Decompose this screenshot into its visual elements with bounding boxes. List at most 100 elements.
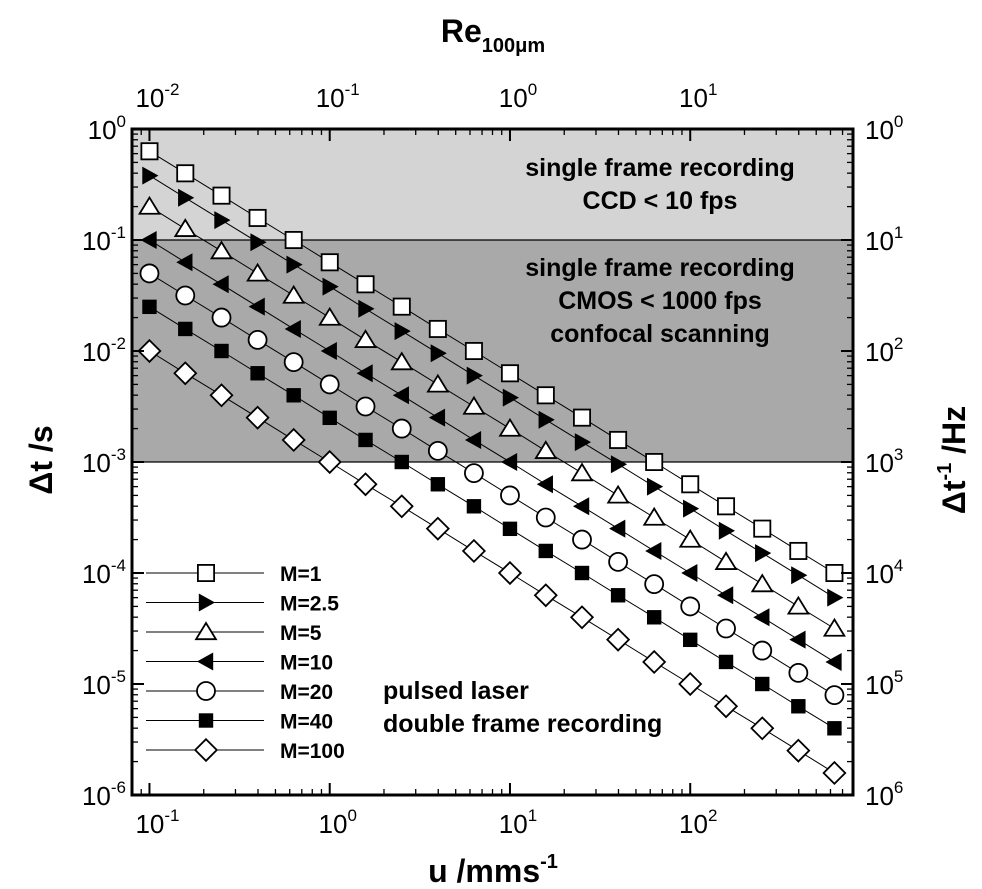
data-point [536, 386, 555, 405]
data-point [538, 410, 555, 429]
region-label-line: CCD < 10 fps [583, 187, 738, 215]
right-tick-label-exponent: 3 [894, 445, 903, 464]
data-point [610, 455, 628, 474]
y-tick-label: 10-6 [82, 778, 126, 811]
data-point [462, 395, 486, 415]
data-point [428, 319, 447, 338]
legend-entry: M=10 [146, 652, 333, 675]
data-point [683, 632, 698, 648]
data-point [461, 538, 486, 564]
x-tick-label-base: 10 [319, 809, 348, 839]
top-tick-label: 101 [679, 80, 717, 113]
data-point [178, 188, 195, 207]
top-tick-label-exponent: 0 [528, 80, 537, 99]
data-point [283, 352, 304, 373]
x-tick-label: 101 [499, 806, 537, 839]
data-point [354, 329, 378, 348]
data-point [286, 255, 303, 274]
data-point [140, 231, 157, 249]
data-point [426, 373, 450, 393]
data-point [789, 541, 808, 560]
data-point [137, 338, 162, 364]
data-point [281, 427, 306, 453]
legend-label: M=10 [280, 652, 333, 675]
region-label-line: single frame recording [525, 154, 795, 182]
right-tick-label-exponent: 0 [894, 112, 903, 131]
x-tick-label-base: 10 [135, 809, 164, 839]
data-point [791, 566, 808, 585]
data-point [573, 408, 592, 427]
data-point [718, 521, 736, 540]
series [137, 195, 846, 637]
right-tick-label: 106 [865, 778, 903, 811]
y-tick-label-exponent: -2 [111, 334, 126, 353]
data-point [608, 551, 628, 572]
data-point [176, 253, 193, 272]
data-point [392, 386, 409, 405]
right-tick-label-base: 10 [865, 448, 894, 478]
data-point [716, 618, 736, 639]
data-point [140, 142, 159, 161]
data-point [394, 322, 411, 341]
right-axis-title-text: Δt [936, 480, 972, 514]
data-point [497, 560, 523, 586]
region-band [132, 462, 853, 795]
data-point [535, 507, 556, 528]
data-point [791, 699, 806, 714]
data-point [750, 573, 774, 593]
x-tick-label-exponent: -1 [164, 806, 179, 825]
series [139, 263, 845, 706]
data-point [390, 351, 414, 371]
legend-marker [196, 564, 215, 583]
x-tick-label-base: 10 [679, 809, 708, 839]
legend-label: M=5 [280, 622, 322, 645]
y-tick-label-base: 10 [82, 337, 111, 367]
legend-entry: M=5 [146, 621, 322, 645]
data-point [318, 306, 342, 326]
data-point [214, 343, 229, 359]
data-point [646, 610, 662, 625]
right-tick-label-base: 10 [865, 337, 894, 367]
top-tick-label: 100 [499, 80, 537, 113]
right-tick-label-exponent: 2 [894, 334, 903, 353]
data-point [609, 430, 628, 449]
data-point [533, 583, 558, 608]
region-label-line: CMOS < 1000 fps [558, 287, 762, 315]
data-point [173, 218, 197, 237]
data-point [392, 297, 411, 316]
legend-entry: M=100 [146, 737, 345, 763]
data-point [464, 430, 482, 449]
data-point [137, 195, 161, 215]
data-point [284, 319, 301, 338]
legend-label: M=100 [280, 740, 345, 763]
top-tick-label-exponent: -2 [164, 80, 179, 99]
data-point [678, 528, 702, 548]
data-point [789, 630, 806, 649]
right-tick-label-base: 10 [865, 115, 894, 145]
right-tick-label-base: 10 [865, 226, 894, 256]
right-axis-title: Δt-1 /Hz [934, 406, 972, 514]
right-tick-label-exponent: 6 [894, 778, 903, 797]
legend-entry: M=1 [146, 563, 322, 586]
data-point [825, 652, 842, 671]
top-axis-title-sub: 100μm [482, 35, 545, 57]
right-tick-label: 100 [865, 112, 903, 145]
data-point [176, 164, 195, 183]
data-point [356, 275, 375, 294]
data-point [466, 499, 482, 514]
data-point [718, 654, 734, 670]
data-point [214, 211, 231, 230]
legend-marker [194, 621, 218, 641]
right-tick-label: 102 [865, 334, 903, 367]
y-tick-label-exponent: -3 [111, 445, 126, 464]
right-tick-label-exponent: 5 [894, 667, 903, 686]
data-point [209, 383, 234, 408]
data-point [356, 364, 373, 383]
data-point [320, 253, 339, 272]
data-point [389, 494, 414, 519]
data-point [466, 366, 483, 385]
data-point [753, 608, 770, 627]
data-point [681, 475, 700, 494]
